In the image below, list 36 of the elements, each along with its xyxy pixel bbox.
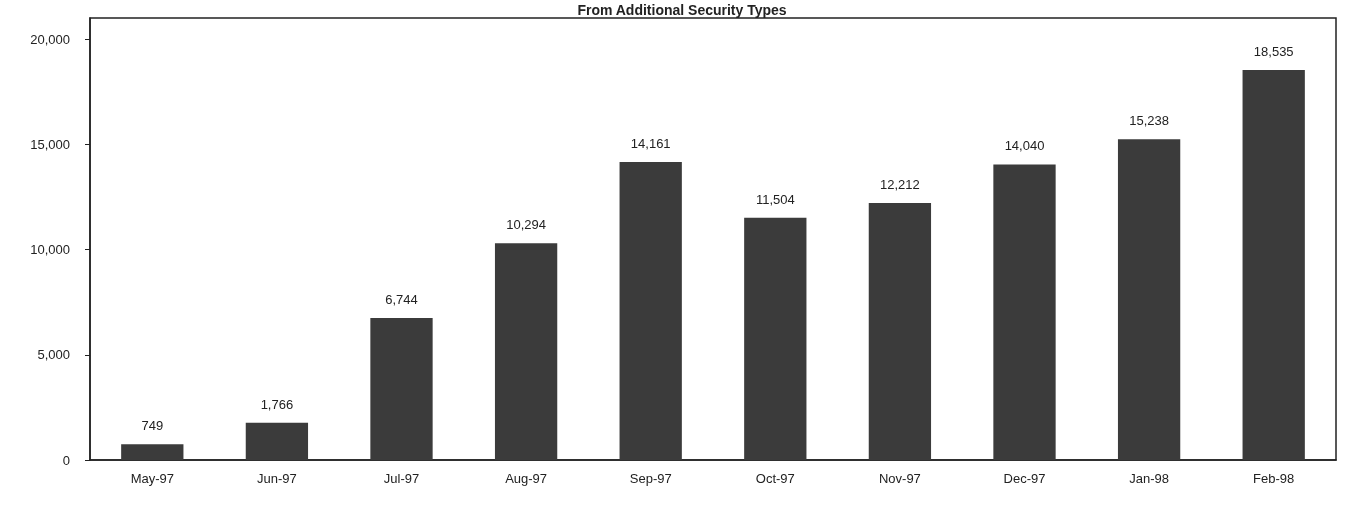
bar	[494, 243, 558, 460]
bar	[245, 422, 309, 460]
data-label: 14,040	[1004, 138, 1045, 154]
bar	[993, 164, 1056, 460]
chart-title: From Additional Security Types	[577, 2, 787, 18]
y-tick-label: 20,000	[30, 31, 70, 47]
data-label: 14,161	[630, 135, 671, 151]
data-label: 15,238	[1129, 113, 1169, 129]
data-label: 6,744	[385, 292, 418, 308]
x-tick-label: Dec-97	[1003, 471, 1046, 486]
data-label: 12,212	[880, 176, 920, 192]
data-label: 1,766	[260, 396, 294, 412]
data-label: 749	[141, 418, 164, 434]
bar	[868, 202, 932, 460]
bar	[1242, 69, 1305, 460]
bar	[744, 217, 807, 460]
x-tick-label: Nov-97	[878, 471, 921, 486]
x-tick-label: Oct-97	[755, 471, 795, 486]
bar	[370, 318, 433, 460]
x-tick-label: Feb-98	[1253, 471, 1295, 486]
bar	[619, 161, 682, 460]
x-tick-label: Aug-97	[505, 471, 548, 486]
data-label: 11,504	[755, 191, 795, 207]
y-tick-label: 0	[62, 452, 70, 468]
bar	[121, 444, 184, 460]
x-tick-label: Jan-98	[1129, 471, 1169, 486]
bar	[1117, 139, 1181, 460]
data-label: 10,294	[506, 217, 546, 233]
data-label: 18,535	[1253, 43, 1294, 59]
x-tick-label: May-97	[130, 471, 174, 486]
x-tick-label: Jul-97	[383, 471, 420, 486]
y-tick-label: 5,000	[37, 347, 70, 363]
y-tick-label: 10,000	[30, 242, 70, 258]
x-tick-label: Jun-97	[257, 471, 297, 486]
y-tick-label: 15,000	[30, 136, 70, 152]
x-tick-label: Sep-97	[629, 471, 672, 486]
